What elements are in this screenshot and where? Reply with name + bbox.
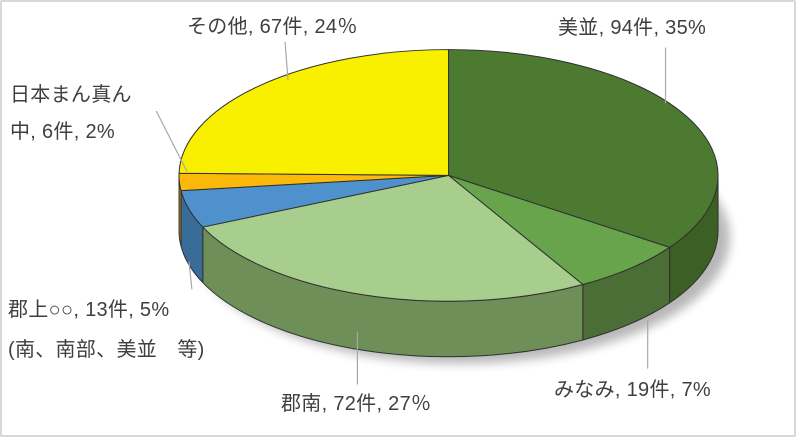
slice-label-text-line1: 郡上○○, 13件, 5% — [8, 299, 170, 321]
pie-slice-sonota — [178, 49, 450, 176]
slice-label-text: みなみ, 19件, 7% — [554, 379, 711, 401]
slice-label-text: 郡南, 72件, 27％ — [281, 393, 432, 415]
leader-line-nihon-manmannaka — [155, 110, 188, 172]
slice-label-text: 美並, 94件, 35% — [558, 17, 707, 39]
leader-line-gujo — [188, 261, 193, 290]
pie-slice-minami — [448, 174, 671, 285]
slice-label-gunnan: 郡南, 72件, 27％ — [281, 390, 431, 418]
slice-label-nihon-manmannaka: 日本まん真ん 中, 6件, 2% — [10, 77, 132, 151]
slice-label-text: その他, 67件, 24％ — [187, 16, 358, 38]
pie-slice-gunnan — [202, 174, 584, 302]
slice-label-text-line2: 中, 6件, 2% — [10, 121, 115, 143]
slice-label-text-line2: (南、南部、美並 等) — [8, 339, 205, 361]
slice-label-text-line1: 日本まん真ん — [10, 84, 132, 106]
slice-label-minami-mina: 美並, 94件, 35% — [558, 14, 706, 42]
pie-slice-minami-mina — [448, 49, 719, 248]
slice-label-gujo: 郡上○○, 13件, 5% (南、南部、美並 等) — [8, 290, 205, 370]
slice-label-sonota: その他, 67件, 24％ — [187, 13, 358, 41]
slice-label-minami: みなみ, 19件, 7% — [554, 376, 711, 404]
leader-line-sonota — [284, 41, 289, 81]
